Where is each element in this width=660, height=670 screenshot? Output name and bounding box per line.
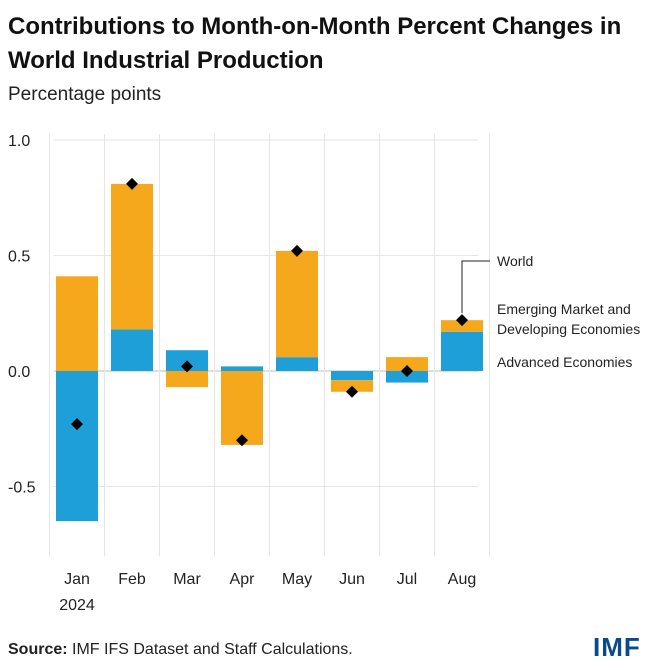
bar-advanced-apr	[221, 366, 263, 371]
world-marker-feb	[126, 177, 138, 190]
source-note: Source: IMF IFS Dataset and Staff Calcul…	[8, 641, 353, 659]
world-marker-apr	[236, 434, 248, 447]
legend-emerging-label-line2: Developing Economies	[497, 321, 640, 337]
bar-advanced-may	[276, 357, 318, 371]
y-tick-label: -0.5	[8, 480, 36, 497]
chart-title: Contributions to Month-on-Month Percent …	[8, 13, 622, 74]
x-axis-ticks: Jan Feb Mar Apr May Jun Jul Aug 2024	[59, 571, 476, 614]
bar-advanced-feb	[111, 329, 153, 371]
y-axis-unit-label: Percentage points	[8, 84, 162, 105]
y-tick-label: 0.0	[8, 364, 30, 381]
source-label: Source:	[8, 641, 68, 658]
y-axis-ticks: 1.0 0.5 0.0 -0.5	[8, 133, 36, 497]
world-marker-mar	[181, 360, 193, 373]
bar-emerging-jul	[386, 357, 428, 371]
x-year-label: 2024	[59, 597, 95, 614]
legend-emerging-label-line1: Emerging Market and	[497, 301, 631, 317]
x-tick-label: Jun	[339, 571, 365, 588]
x-tick-label: Aug	[448, 571, 476, 588]
bar-advanced-jan	[56, 371, 98, 522]
world-marker-aug	[456, 314, 468, 327]
x-tick-label: Jul	[397, 571, 417, 588]
bar-advanced-aug	[441, 331, 483, 371]
world-marker-jun	[346, 385, 358, 398]
legend-world-leader-line	[461, 260, 490, 314]
imf-logo: IMF	[593, 632, 641, 662]
legend-world-label: World	[497, 253, 533, 269]
y-tick-label: 0.5	[8, 249, 30, 266]
world-markers	[71, 177, 468, 447]
legend: World Emerging Market and Developing Econo…	[461, 253, 640, 370]
x-tick-label: Mar	[173, 571, 201, 588]
grid-lines	[49, 134, 490, 557]
bar-emerging-apr	[221, 371, 263, 445]
y-tick-label: 1.0	[8, 133, 30, 150]
x-tick-label: Apr	[230, 571, 256, 588]
x-tick-label: Feb	[118, 571, 146, 588]
x-tick-label: May	[282, 571, 312, 588]
bar-advanced-jun	[331, 371, 373, 381]
bar-emerging-may	[276, 250, 318, 358]
source-text: IMF IFS Dataset and Staff Calculations.	[72, 641, 353, 658]
world-marker-jul	[401, 365, 413, 377]
legend-advanced-label: Advanced Economies	[497, 354, 632, 370]
x-tick-label: Jan	[64, 571, 90, 588]
chart-area: 1.0 0.5 0.0 -0.5 Jan Feb Mar Apr May Jun Jul Aug 20…	[8, 133, 640, 614]
world-marker-may	[291, 244, 303, 257]
bar-emerging-feb	[111, 183, 153, 330]
world-marker-jan	[71, 418, 83, 431]
bar-emerging-jan	[56, 276, 98, 371]
bar-emerging-mar	[166, 371, 208, 388]
